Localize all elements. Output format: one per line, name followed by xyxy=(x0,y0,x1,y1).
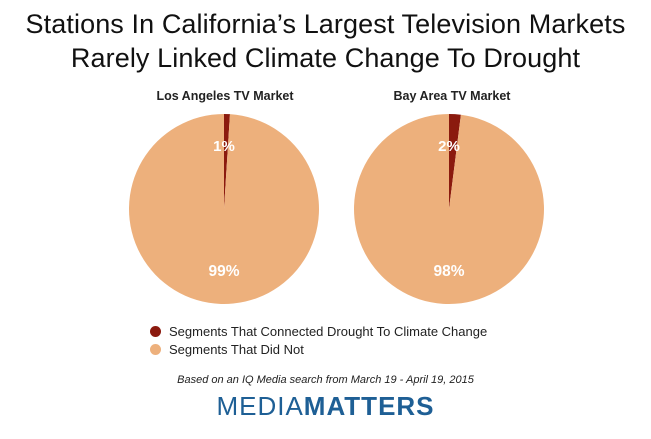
legend-label-did-not: Segments That Did Not xyxy=(169,341,304,357)
pie-0-slice-did-not xyxy=(128,114,319,304)
pie-0-slice-connected xyxy=(224,114,230,209)
legend-swatch-connected xyxy=(150,325,161,337)
logo-text-matters: MATTERS xyxy=(303,391,435,421)
pie-bay-area: 2% 98% xyxy=(354,114,545,304)
legend-swatch-did-not xyxy=(150,343,161,355)
legend-item-connected: Segments That Connected Drought To Clima… xyxy=(150,322,487,340)
pie-title-los-angeles: Los Angeles TV Market xyxy=(156,89,294,103)
pie-title-bay-area: Bay Area TV Market xyxy=(393,89,511,103)
pie-1-label-did-not: 98% xyxy=(433,263,464,280)
pie-1-label-connected: 2% xyxy=(438,138,460,155)
pie-1-slice-did-not xyxy=(354,114,545,304)
logo-text-media: MEDIA xyxy=(216,391,304,421)
pie-0-label-connected: 1% xyxy=(213,138,235,155)
pie-los-angeles: 1% 99% xyxy=(128,114,319,304)
legend-label-connected: Segments That Connected Drought To Clima… xyxy=(169,323,488,339)
chart-title-line-2: Rarely Linked Climate Change To Drought xyxy=(70,43,581,73)
media-matters-logo: MEDIAMATTERS xyxy=(0,391,651,422)
pie-1-slice-connected xyxy=(449,114,461,209)
legend: Segments That Connected Drought To Clima… xyxy=(150,322,487,358)
pie-0-label-did-not: 99% xyxy=(208,263,239,280)
chart-title-line-1: Stations In California’s Largest Televis… xyxy=(25,9,626,39)
legend-item-did-not: Segments That Did Not xyxy=(150,340,487,358)
source-note: Based on an IQ Media search from March 1… xyxy=(177,374,474,386)
